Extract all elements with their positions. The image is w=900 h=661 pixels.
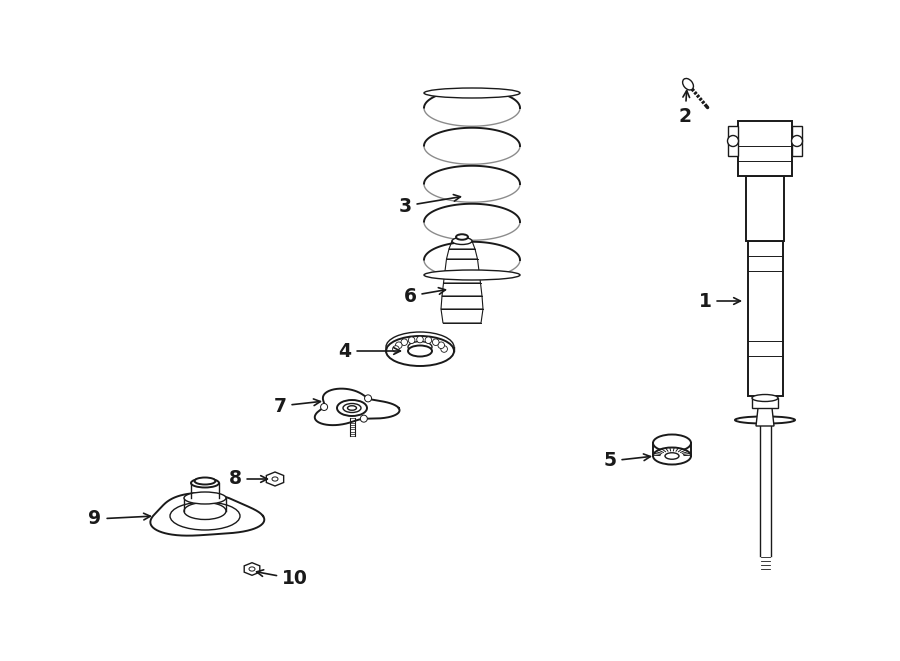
Polygon shape [441, 309, 483, 323]
Circle shape [395, 342, 402, 348]
Ellipse shape [735, 416, 795, 424]
Ellipse shape [452, 237, 472, 245]
Circle shape [392, 346, 400, 352]
Text: 7: 7 [274, 397, 320, 416]
Ellipse shape [424, 88, 520, 98]
Polygon shape [445, 259, 479, 271]
Ellipse shape [170, 502, 240, 530]
Polygon shape [441, 296, 483, 309]
Ellipse shape [386, 336, 454, 366]
Ellipse shape [194, 477, 215, 485]
Polygon shape [244, 563, 260, 575]
Bar [738, 121, 792, 176]
Ellipse shape [653, 434, 691, 451]
Polygon shape [442, 283, 482, 296]
Ellipse shape [682, 79, 693, 90]
Polygon shape [446, 249, 478, 259]
Ellipse shape [191, 479, 219, 488]
Ellipse shape [456, 234, 468, 240]
Ellipse shape [184, 502, 226, 520]
Text: 9: 9 [88, 510, 150, 529]
Polygon shape [752, 398, 778, 408]
Ellipse shape [408, 342, 432, 352]
Text: 10: 10 [256, 570, 308, 588]
Circle shape [401, 339, 408, 346]
Ellipse shape [752, 395, 778, 401]
Text: 8: 8 [229, 469, 267, 488]
Circle shape [320, 403, 328, 410]
Text: 2: 2 [679, 91, 691, 126]
Ellipse shape [272, 477, 278, 481]
Polygon shape [266, 472, 284, 486]
Polygon shape [728, 126, 738, 156]
Ellipse shape [665, 453, 679, 459]
Ellipse shape [386, 332, 454, 362]
Ellipse shape [343, 403, 361, 412]
Circle shape [432, 339, 439, 346]
Polygon shape [315, 389, 400, 425]
Text: 6: 6 [403, 286, 446, 305]
Ellipse shape [249, 567, 255, 571]
Ellipse shape [347, 406, 356, 410]
Polygon shape [756, 408, 774, 426]
Text: 3: 3 [399, 194, 461, 215]
Bar [748, 241, 782, 396]
Polygon shape [444, 271, 481, 283]
Circle shape [727, 136, 739, 147]
Circle shape [438, 342, 445, 348]
Polygon shape [449, 241, 475, 249]
Ellipse shape [337, 400, 367, 416]
Circle shape [364, 395, 372, 402]
Circle shape [441, 346, 447, 352]
Circle shape [409, 337, 415, 344]
Text: 4: 4 [338, 342, 400, 360]
Polygon shape [150, 493, 265, 535]
Ellipse shape [184, 492, 226, 504]
Text: 5: 5 [604, 451, 651, 471]
Text: 1: 1 [698, 292, 741, 311]
Ellipse shape [408, 346, 432, 356]
Circle shape [791, 136, 803, 147]
Circle shape [425, 337, 432, 344]
Circle shape [417, 336, 423, 343]
Bar [746, 176, 784, 241]
Ellipse shape [424, 270, 520, 280]
Circle shape [360, 415, 367, 422]
Ellipse shape [653, 447, 691, 465]
Polygon shape [792, 126, 802, 156]
